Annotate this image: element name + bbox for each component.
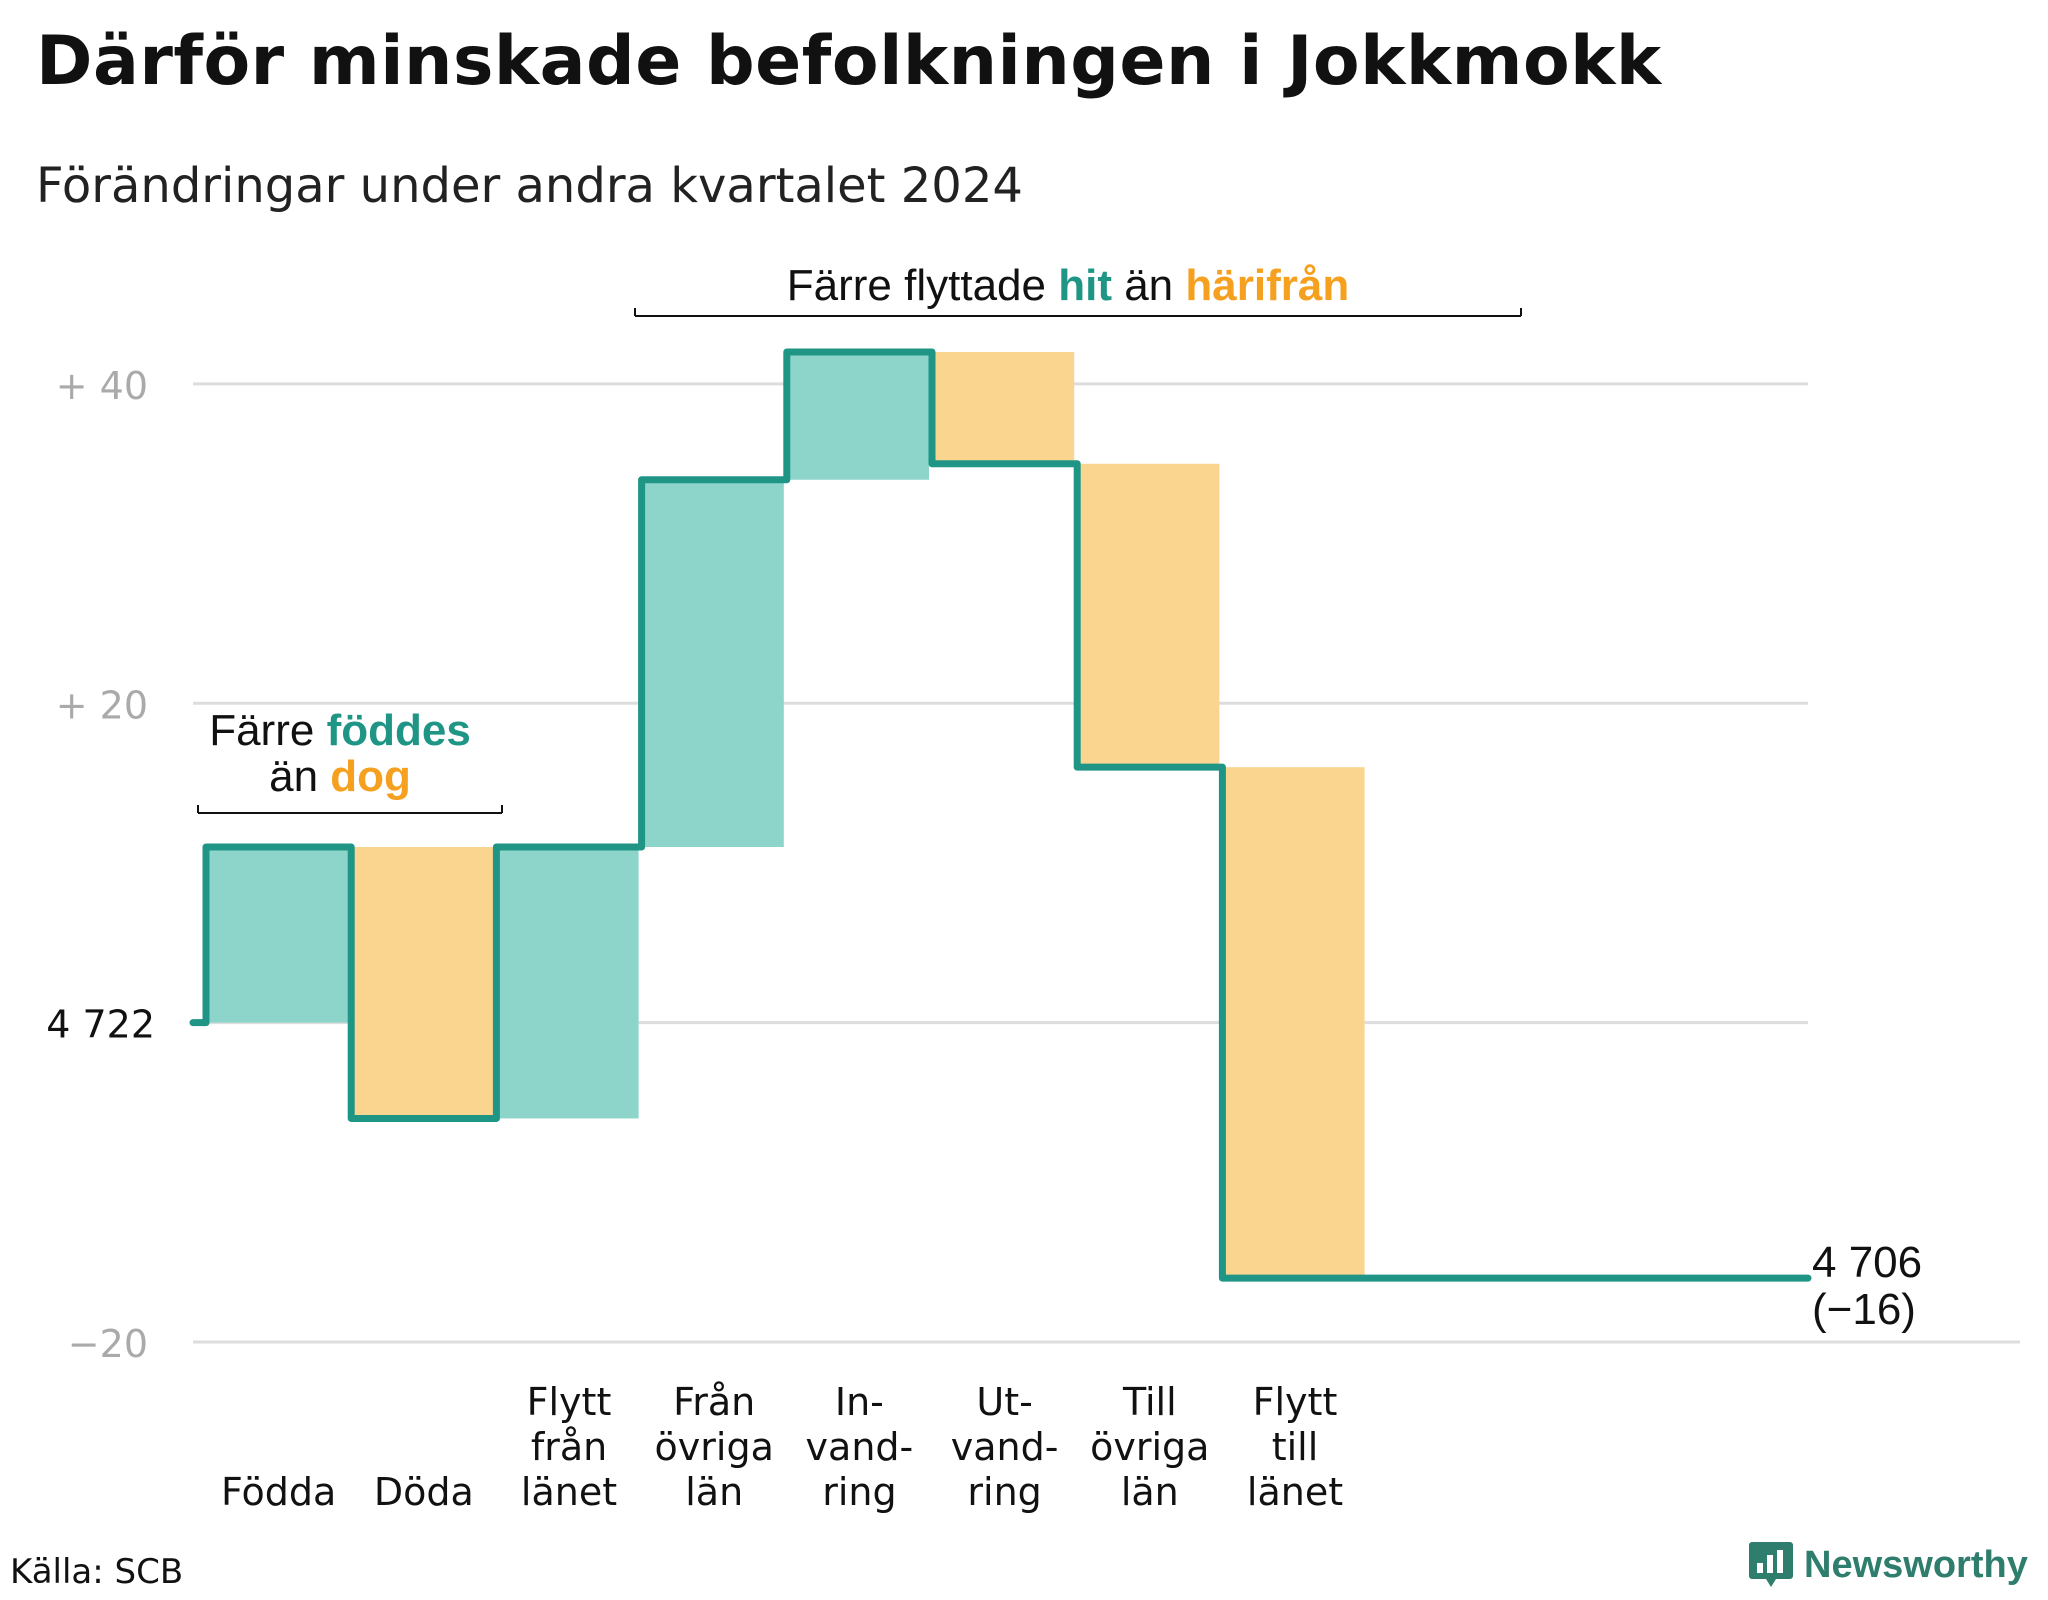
x-tick-label: Döda (374, 1470, 474, 1514)
x-tick-label: till (1272, 1425, 1319, 1469)
migration-annotation-mid: än (1112, 261, 1185, 310)
migration-annotation-prefix: Färre flyttade (787, 261, 1058, 310)
migration-annotation-bracket (634, 308, 1522, 317)
x-tick-label: Till (1122, 1380, 1177, 1424)
svg-text:Färre föddes: Färre föddes (209, 706, 471, 755)
x-axis-labels: Födda DödaFlyttfrånlänetFrånövrigalänIn-v… (221, 1380, 1343, 1514)
x-tick-label: vand- (806, 1425, 914, 1469)
x-tick-label: från (531, 1425, 607, 1469)
births-annotation-prefix: Färre (209, 706, 326, 755)
x-tick-label: ring (822, 1470, 896, 1514)
births-annotation-highlight-born: föddes (327, 706, 471, 755)
bar-flytt-från-länet (499, 847, 639, 1119)
chart-subtitle: Förändringar under andra kvartalet 2024 (36, 158, 1023, 214)
svg-text:Färre flyttade hit än härifrån: Färre flyttade hit än härifrån (787, 261, 1349, 310)
source-note: Källa: SCB (10, 1552, 184, 1592)
brand-logo: Newsworthy (1748, 1540, 2028, 1590)
x-tick-label: Flytt (1253, 1380, 1338, 1424)
y-tick-label: 4 722 (46, 1003, 155, 1047)
x-tick-label: länet (521, 1470, 617, 1514)
y-tick-label: + 40 (56, 364, 148, 408)
bars (209, 352, 1365, 1279)
migration-annotation-highlight-here: hit (1058, 261, 1112, 310)
x-tick-label: län (1121, 1470, 1179, 1514)
births-annotation-mid: än (269, 752, 330, 801)
x-tick-label: län (685, 1470, 743, 1514)
bar-till-övriga-län (1080, 463, 1220, 768)
bar-födda (209, 847, 349, 1023)
running-total-step-line (189, 348, 1812, 1282)
y-axis-ticks: + 40 + 20 4 722 −20 (46, 364, 155, 1366)
x-tick-label: länet (1247, 1470, 1343, 1514)
bar-döda (354, 847, 494, 1119)
births-annotation: Färre föddes än dog (197, 706, 503, 814)
x-tick-label: vand- (951, 1425, 1059, 1469)
bar-från-övriga-län (644, 479, 784, 847)
end-value-label: 4 706 (1812, 1238, 1922, 1287)
y-tick-label: + 20 (56, 683, 148, 727)
y-tick-label: −20 (68, 1322, 148, 1366)
x-tick-label: ring (967, 1470, 1041, 1514)
svg-text:än dog: än dog (269, 752, 411, 801)
births-annotation-highlight-died: dog (330, 752, 411, 801)
chart-bubble-icon (1749, 1542, 1793, 1587)
brand-name: Newsworthy (1804, 1543, 2028, 1586)
births-annotation-bracket (197, 805, 503, 814)
chart-title: Därför minskade befolkningen i Jokkmokk (36, 22, 1662, 101)
migration-annotation: Färre flyttade hit än härifrån (634, 261, 1522, 317)
x-tick-label: In- (835, 1380, 884, 1424)
migration-annotation-highlight-away: härifrån (1185, 261, 1349, 310)
x-tick-label: övriga (1090, 1425, 1209, 1469)
x-tick-label: Ut- (976, 1380, 1032, 1424)
end-change-label: (−16) (1812, 1285, 1916, 1334)
x-tick-label: övriga (655, 1425, 774, 1469)
x-tick-label: Födda (221, 1470, 336, 1514)
x-tick-label: Flytt (527, 1380, 612, 1424)
bar-flytt-till-länet (1225, 767, 1365, 1279)
running-total-line (189, 348, 1812, 1282)
x-tick-label: Från (673, 1380, 755, 1424)
bar-ut--vand--ring (935, 352, 1075, 464)
bar-in--vand--ring (789, 352, 929, 480)
